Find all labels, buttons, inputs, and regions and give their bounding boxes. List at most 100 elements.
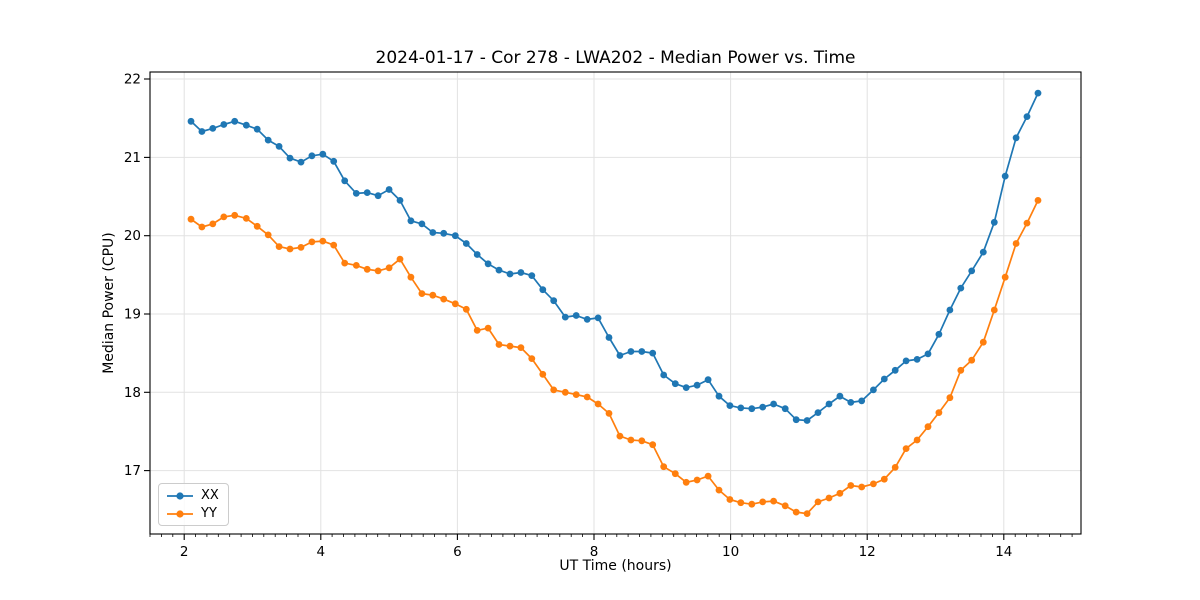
data-point-xx [627,348,635,355]
data-point-xx [616,352,624,359]
data-point-xx [726,402,734,409]
data-point-xx [220,121,228,128]
data-point-yy [506,342,514,350]
data-point-yy [396,255,404,263]
data-point-yy [935,409,943,416]
data-point-yy [924,423,932,431]
data-point-xx [858,397,866,405]
data-point-yy [979,338,987,346]
data-point-yy [594,400,602,408]
data-point-xx [264,136,272,144]
data-point-xx [649,349,657,357]
data-point-yy [198,223,206,231]
data-point-xx [440,229,448,237]
data-point-xx [374,192,382,200]
data-point-xx [704,376,712,384]
legend-label-yy: YY [201,506,217,521]
data-point-yy [495,341,503,348]
data-point-xx [935,330,943,338]
data-point-yy [836,489,844,497]
data-point-yy [660,463,668,471]
data-point-xx [605,334,613,341]
data-point-yy [737,499,745,507]
data-point-xx [583,316,591,323]
legend: XX YY [158,483,229,526]
x-tick-label: 2 [180,544,189,560]
x-tick-label: 14 [995,544,1012,560]
data-point-xx [748,405,756,413]
data-point-xx [198,128,206,135]
y-tick-label: 21 [124,150,141,166]
data-point-xx [308,152,316,160]
data-point-yy [814,498,822,506]
data-point-xx [847,399,855,406]
data-point-xx [187,117,195,125]
x-tick-label: 6 [453,544,462,560]
data-point-yy [275,243,283,251]
x-tick-label: 8 [590,544,599,560]
chart-title: 2024-01-17 - Cor 278 - LWA202 - Median P… [375,48,856,68]
data-point-xx [781,405,789,413]
data-point-yy [693,476,701,484]
data-point-yy [627,436,635,444]
data-point-xx [484,260,492,268]
data-point-yy [957,366,965,374]
data-point-yy [517,344,525,351]
data-point-xx [902,357,910,365]
data-point-xx [1012,134,1020,142]
data-point-yy [891,464,899,471]
data-point-yy [209,220,217,228]
data-point-xx [1034,89,1042,97]
data-point-yy [825,494,833,502]
data-point-xx [990,218,998,226]
legend-label-xx: XX [201,488,219,503]
data-point-yy [902,445,910,452]
data-point-yy [1001,273,1009,281]
x-tick-label: 10 [722,544,739,560]
data-point-xx [957,284,965,292]
data-point-yy [363,265,371,273]
data-point-yy [715,486,723,494]
y-tick-label: 22 [124,72,141,88]
data-point-yy [440,295,448,303]
data-point-yy [792,508,800,516]
data-point-xx [286,154,294,162]
data-point-xx [396,197,404,204]
data-point-xx [231,117,239,125]
data-point-xx [1001,172,1009,180]
data-point-yy [638,437,646,445]
plot-border [149,71,1082,535]
data-point-yy [572,391,580,398]
data-point-xx [836,392,844,400]
data-point-xx [671,380,679,388]
data-point-yy [870,480,877,488]
data-point-xx [737,404,745,412]
y-tick-label: 19 [124,307,141,323]
data-point-yy [242,215,250,222]
data-point-xx [770,400,777,408]
data-point-yy [286,245,294,253]
data-point-yy [1034,197,1042,204]
data-point-yy [913,436,921,444]
data-point-xx [407,217,415,225]
data-point-yy [407,273,415,281]
data-point-yy [374,267,382,275]
legend-marker-xx-icon [167,491,193,500]
data-point-yy [847,482,855,489]
data-point-yy [319,237,327,245]
data-point-xx [550,297,558,305]
data-point-xx [209,124,217,132]
data-point-yy [990,306,998,314]
data-point-yy [682,478,690,486]
y-tick-label: 17 [124,463,141,479]
data-point-xx [693,381,701,389]
data-point-yy [473,327,481,334]
series-line-xx [190,92,1039,422]
data-point-yy [561,388,569,396]
data-point-yy [297,244,305,251]
data-point-xx [946,306,954,314]
data-point-yy [649,441,657,449]
data-point-xx [330,157,338,165]
data-point-yy [880,475,888,483]
